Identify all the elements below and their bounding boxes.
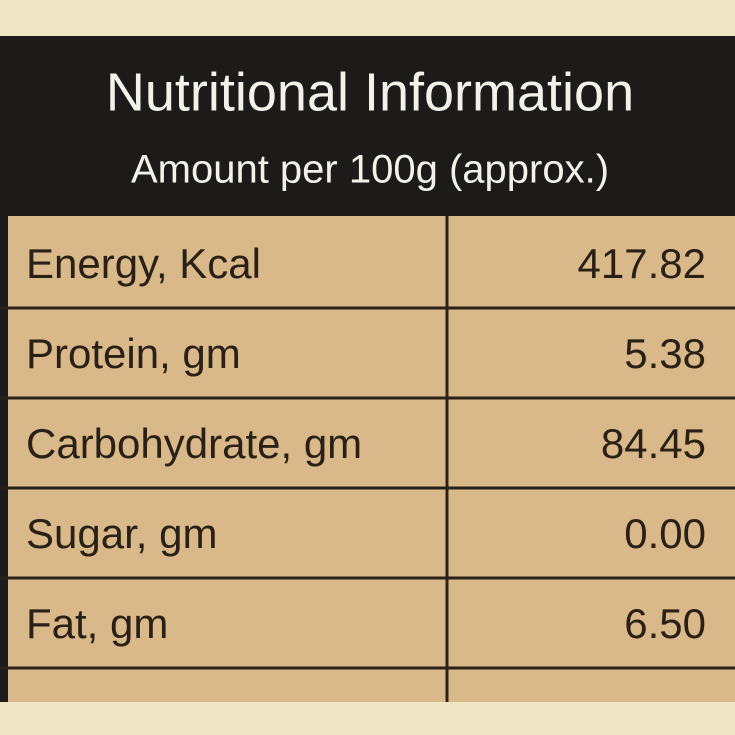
nutrient-name: Protein, gm xyxy=(26,330,241,377)
nutrient-value: 84.45 xyxy=(601,420,706,467)
nutrient-value: 0.00 xyxy=(624,510,706,557)
nutrient-value: 5.38 xyxy=(624,330,706,377)
nutrient-value: 417.82 xyxy=(578,240,706,287)
left-border xyxy=(0,36,8,702)
table-band xyxy=(0,216,735,702)
table: Energy, Kcal 417.82 Protein, gm 5.38 Carbohy… xyxy=(0,240,735,670)
nutrient-name: Energy, Kcal xyxy=(26,240,261,287)
subtitle: Amount per 100g (approx.) xyxy=(131,148,609,192)
nutrient-name: Carbohydrate, gm xyxy=(26,420,362,467)
nutrient-name: Fat, gm xyxy=(26,600,168,647)
title: Nutritional Information xyxy=(106,62,634,122)
nutrient-name: Sugar, gm xyxy=(26,510,217,557)
nutrient-value: 6.50 xyxy=(624,600,706,647)
header-band xyxy=(0,36,735,216)
